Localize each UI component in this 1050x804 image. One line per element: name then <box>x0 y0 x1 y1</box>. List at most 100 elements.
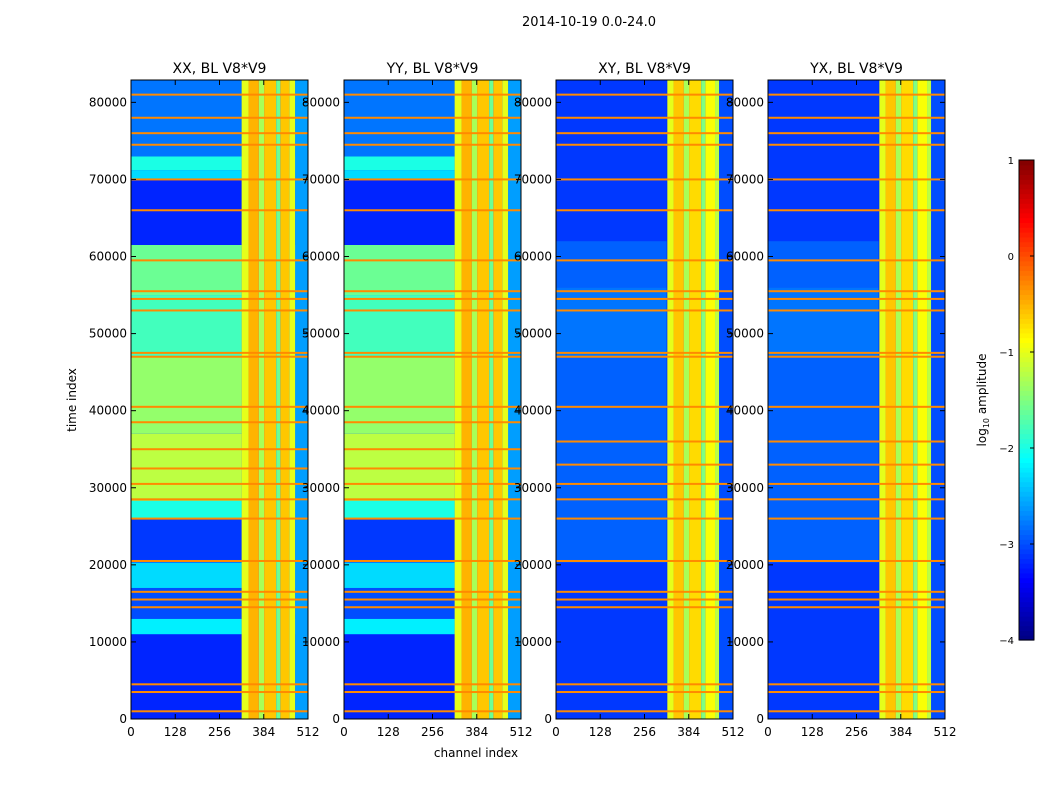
rfi-line <box>556 290 733 293</box>
colorbar-segment <box>1019 318 1034 324</box>
colorbar-segment <box>1019 212 1034 219</box>
rfi-line <box>344 355 521 358</box>
colorbar-segment <box>1019 409 1034 415</box>
rfi-line <box>344 116 521 119</box>
rfi-line <box>131 143 308 146</box>
rfi-line <box>344 498 521 501</box>
colorbar-segment <box>1019 198 1034 204</box>
channel-band <box>689 80 702 719</box>
x-tick-label: 0 <box>764 725 772 739</box>
colorbar-segment <box>1019 380 1034 387</box>
rfi-line <box>768 498 945 501</box>
colorbar-segment <box>1019 208 1034 214</box>
colorbar-segment <box>1019 577 1034 583</box>
channel-band <box>917 80 928 719</box>
x-tick-label: 384 <box>889 725 912 739</box>
time-region <box>131 295 242 357</box>
rfi-line <box>768 93 945 96</box>
channel-band <box>913 80 918 719</box>
colorbar-segment <box>1019 385 1034 391</box>
y-tick-label: 50000 <box>302 327 340 341</box>
y-tick-label: 40000 <box>89 404 127 418</box>
colorbar-frame <box>1018 159 1035 641</box>
time-region <box>131 170 242 180</box>
time-region <box>556 356 667 563</box>
colorbar-segment <box>1019 304 1034 310</box>
channel-band <box>471 80 478 719</box>
colorbar-segment <box>1019 524 1034 531</box>
rfi-line <box>556 132 733 135</box>
colorbar-segment <box>1019 356 1034 363</box>
x-tick-label: 0 <box>127 725 135 739</box>
rfi-line <box>344 710 521 713</box>
colorbar-segment <box>1019 563 1034 569</box>
time-region <box>768 287 879 357</box>
colorbar-segment <box>1019 510 1034 516</box>
rfi-line <box>131 482 308 485</box>
y-tick-label: 80000 <box>514 95 552 109</box>
x-tick-label: 512 <box>510 725 533 739</box>
x-tick-label: 256 <box>845 725 868 739</box>
colorbar-segment <box>1019 472 1034 478</box>
time-region <box>556 287 667 357</box>
rfi-line <box>131 421 308 424</box>
colorbar-segment <box>1019 582 1034 588</box>
rfi-line <box>131 290 308 293</box>
panel-xy: XY, BL V8*V9 0 128 256 384 512 0 10000 20000 3000… <box>514 61 745 739</box>
colorbar-segment <box>1019 452 1034 459</box>
y-tick-label: 40000 <box>726 404 764 418</box>
x-tick-label: 0 <box>552 725 560 739</box>
colorbar-segment <box>1019 539 1034 545</box>
time-region <box>131 244 242 296</box>
rfi-line <box>344 517 521 520</box>
rfi-line <box>344 691 521 694</box>
panel-xx: XX, BL V8*V9 0 128 256 384 512 0 10000 20000 3000… <box>89 61 320 739</box>
y-tick-label: 20000 <box>89 558 127 572</box>
rfi-line <box>556 355 733 358</box>
y-tick-label: 50000 <box>514 327 552 341</box>
y-tick-label: 30000 <box>89 481 127 495</box>
time-region <box>131 179 242 245</box>
rfi-line <box>768 355 945 358</box>
colorbar-segment <box>1019 337 1034 343</box>
x-tick-label: 128 <box>589 725 612 739</box>
rfi-line <box>131 297 308 300</box>
colorbar-segment <box>1019 174 1034 180</box>
channel-band <box>667 80 674 719</box>
colorbar-segment <box>1019 457 1034 463</box>
colorbar-segment <box>1019 361 1034 367</box>
colorbar-segment <box>1019 467 1034 473</box>
channel-band <box>502 80 509 719</box>
channel-band <box>258 80 265 719</box>
rfi-line <box>344 559 521 562</box>
y-tick-label: 20000 <box>302 558 340 572</box>
channel-band <box>885 80 896 719</box>
colorbar-segment <box>1019 227 1034 233</box>
time-region <box>556 241 667 288</box>
rfi-line <box>131 517 308 520</box>
y-tick-label: 20000 <box>726 558 764 572</box>
rfi-line <box>768 351 945 354</box>
colorbar-segment <box>1019 592 1034 598</box>
y-tick-label: 80000 <box>726 95 764 109</box>
rfi-line <box>344 482 521 485</box>
rfi-line <box>556 143 733 146</box>
panel-yx: YX, BL V8*V9 0 128 256 384 512 0 10000 20000 3000… <box>726 61 957 739</box>
panel-title: XX, BL V8*V9 <box>173 61 267 77</box>
colorbar-segment <box>1019 352 1034 358</box>
colorbar: −4 −3 −2 −1 0 1 <box>999 156 1035 647</box>
channel-band <box>879 80 886 719</box>
channel-band <box>241 80 249 719</box>
rfi-line <box>768 598 945 601</box>
y-tick-label: 60000 <box>726 250 764 264</box>
colorbar-segment <box>1019 558 1034 564</box>
time-region <box>131 356 242 434</box>
colorbar-segment <box>1019 260 1034 267</box>
y-tick-label: 70000 <box>302 172 340 186</box>
y-tick-label: 50000 <box>726 327 764 341</box>
rfi-line <box>768 590 945 593</box>
rfi-line <box>768 683 945 686</box>
channel-band <box>280 80 290 719</box>
colorbar-segment <box>1019 496 1034 502</box>
channel-band <box>289 80 296 719</box>
